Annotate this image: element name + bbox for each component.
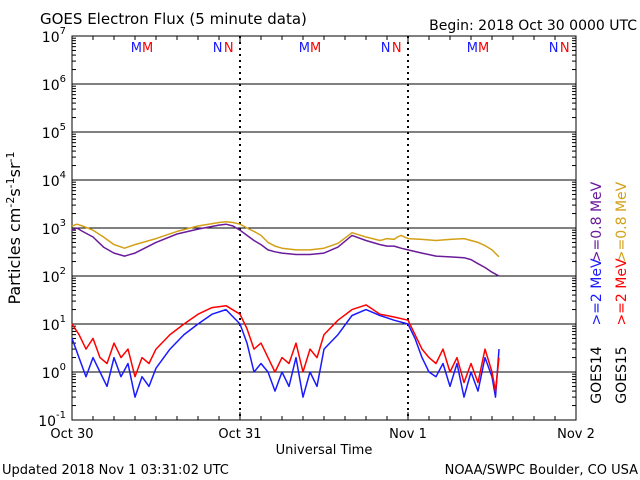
credit-text: NOAA/SWPC Boulder, CO USA <box>445 463 638 478</box>
y-axis-label-sup3: -1 <box>4 151 17 162</box>
satellite-marker-m: M <box>299 41 310 56</box>
satellite-marker-m: M <box>131 41 142 56</box>
day-boundary-lines <box>239 36 409 420</box>
y-tick-label-1e0: 100 <box>42 362 66 382</box>
y-tick-label-1e4: 104 <box>42 170 66 190</box>
series-line-goes14-2-mev <box>71 308 500 398</box>
satellite-marker-m: M <box>142 41 153 56</box>
satellite-marker-n: N <box>560 41 570 56</box>
x-axis-label: Universal Time <box>276 443 373 458</box>
legend-goes15: GOES15 <box>614 346 630 403</box>
series-lines <box>71 220 500 398</box>
y-axis-label-sup2: -1 <box>4 177 17 188</box>
x-tick-label-oct-31: Oct 31 <box>218 427 261 442</box>
satellite-marker-n: N <box>213 41 223 56</box>
satellite-marker-n: N <box>381 41 391 56</box>
y-tick-label-1e7: 107 <box>42 26 66 46</box>
satellite-marker-n: N <box>224 41 234 56</box>
satellite-marker-n: N <box>392 41 402 56</box>
y-tick-label-1e3: 103 <box>42 218 66 238</box>
y-axis-label: Particles cm-2s-1sr-1 <box>4 151 24 304</box>
y-tick-label-1e5: 105 <box>42 122 66 142</box>
satellite-marker-n: N <box>549 41 559 56</box>
satellite-marker-m: M <box>310 41 321 56</box>
y-axis-label-main: Particles cm <box>5 208 24 305</box>
begin-time: Begin: 2018 Oct 30 0000 UTC <box>429 18 637 34</box>
series-line-goes15-2-mev <box>71 304 500 392</box>
x-tick-label-nov-1: Nov 1 <box>389 427 427 442</box>
x-tick-label-nov-2: Nov 2 <box>557 427 595 442</box>
legend-goes14-ge2: >=2 MeV <box>589 258 605 326</box>
y-tick-label-1e-1: 10-1 <box>38 410 66 430</box>
updated-timestamp: Updated 2018 Nov 1 03:31:02 UTC <box>2 463 229 478</box>
legend-goes15-ge2: >=2 MeV <box>614 258 630 326</box>
y-tick-label-1e2: 102 <box>42 266 66 286</box>
y-tick-label-1e1: 101 <box>42 314 66 334</box>
satellite-marker-m: M <box>478 41 489 56</box>
legend-goes15-ge08: >=0.8 MeV <box>614 181 630 262</box>
series-line-goes14-0-8-mev <box>71 223 500 277</box>
satellite-marker-m: M <box>467 41 478 56</box>
legend-goes14-ge08: >=0.8 MeV <box>589 181 605 262</box>
legend: >=0.8 MeV >=0.8 MeV >=2 MeV >=2 MeV GOES… <box>589 181 630 403</box>
y-tick-label-1e6: 106 <box>42 74 66 94</box>
legend-goes14: GOES14 <box>589 346 605 404</box>
y-axis-label-sup1: -2 <box>4 197 17 208</box>
x-tick-label-oct-30: Oct 30 <box>50 427 93 442</box>
grid-lines <box>71 36 577 420</box>
x-tick-labels: Oct 30 Oct 31 Nov 1 Nov 2 <box>50 427 594 442</box>
y-tick-labels: 10-1 100 101 102 103 104 105 106 107 <box>38 26 66 430</box>
chart-title: GOES Electron Flux (5 minute data) <box>40 10 307 28</box>
series-line-goes15-0-8-mev <box>71 220 500 258</box>
